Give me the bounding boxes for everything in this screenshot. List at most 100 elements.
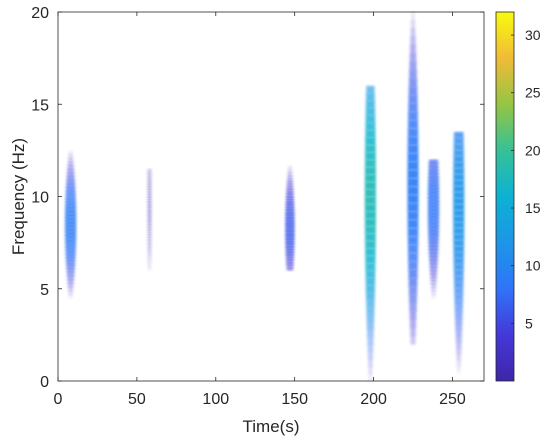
spectral-cell [407,244,419,254]
x-tick-label: 0 [54,391,63,408]
spectral-cell [147,260,152,264]
spectral-cell [68,294,73,299]
spectral-cell [285,230,295,234]
spectral-cell [365,100,375,109]
spectral-cell [453,215,465,223]
x-tick-label: 250 [439,391,466,408]
spectral-cell [409,61,417,71]
spectral-cell [68,286,74,292]
spectral-cell [147,214,152,218]
spectral-event [428,159,440,299]
spectral-cell [430,280,437,285]
spectral-cell [428,194,439,199]
spectral-cell [454,281,464,289]
spectral-cell [430,270,437,275]
spectral-cell [408,95,418,104]
spectral-cell [288,167,292,171]
spectral-cell [147,191,152,195]
x-tick-label: 150 [281,391,308,408]
spectral-cell [365,159,376,168]
spectral-cell [430,273,437,278]
spectral-cell [366,85,375,94]
spectral-cell [454,293,464,301]
spectral-cell [288,165,292,169]
spectral-cell [364,203,376,212]
spectral-cell [407,219,419,229]
spectral-cell [431,294,436,299]
spectral-cell [428,208,440,212]
spectral-cell [453,257,464,265]
spectral-cell [147,224,152,228]
spectral-cell [65,227,77,233]
spectral-cell [407,186,419,196]
spectral-cell [147,237,152,241]
spectral-cell [409,319,417,328]
spectral-cell [365,277,376,286]
spectral-cell [428,176,439,181]
spectral-cell [65,209,76,214]
spectral-cell [453,131,464,139]
spectral-cell [408,86,418,96]
spectral-cell [285,241,295,245]
spectral-cell [286,265,294,269]
x-tick-label: 200 [360,391,387,408]
spectral-cell [408,111,418,121]
x-axis-label: Time(s) [243,417,300,436]
spectral-cell [368,366,373,375]
spectral-cell [428,225,439,230]
spectral-cell [365,240,376,249]
spectral-cell [147,234,152,238]
spectral-cell [453,251,464,259]
spectral-cell [453,245,464,253]
spectral-cell [453,209,465,217]
spectral-cell [456,341,462,349]
spectral-cell [66,187,76,192]
spectral-cell [453,197,465,205]
spectral-cell [453,173,465,181]
spectral-cell [410,36,416,46]
spectral-cell [66,172,75,177]
spectral-cell [286,262,294,266]
spectral-cell [407,169,419,179]
spectral-cell [65,190,76,196]
plot-frame [57,11,485,382]
spectral-cell [285,199,294,203]
spectral-cell [287,173,293,177]
spectral-cell [286,194,294,198]
spectral-event [65,150,77,299]
spectral-cell [410,20,416,30]
spectral-cell [285,251,294,256]
spectral-cell [365,107,376,116]
spectral-cell [366,93,375,102]
spectral-cell [65,246,76,251]
spectral-cell [365,270,376,279]
spectral-cell [428,187,439,192]
spectral-cell [410,327,416,337]
spectral-event [453,131,465,373]
spectral-cell [147,257,152,261]
spectral-cell [368,373,373,382]
spectral-cell [147,171,152,175]
spectral-cell [453,191,465,199]
spectral-cell [147,255,152,259]
spectral-cell [66,176,75,181]
spectral-cell [147,196,152,200]
spectral-cell [147,267,152,271]
spectral-cell [411,12,415,21]
spectral-cell [428,159,439,164]
spectral-cell [407,194,419,204]
spectral-cell [65,242,76,247]
spectral-cell [454,287,464,295]
spectral-cell [147,265,152,269]
spectral-cell [67,165,74,170]
spectral-cell [68,157,74,162]
spectral-cell [454,275,464,283]
spectral-cell [147,250,152,254]
spectral-cell [364,211,376,220]
spectral-cell [67,283,74,288]
spectral-cell [285,233,295,237]
spectral-cell [365,285,375,293]
spectral-cell [365,255,376,264]
spectral-cell [407,211,419,221]
